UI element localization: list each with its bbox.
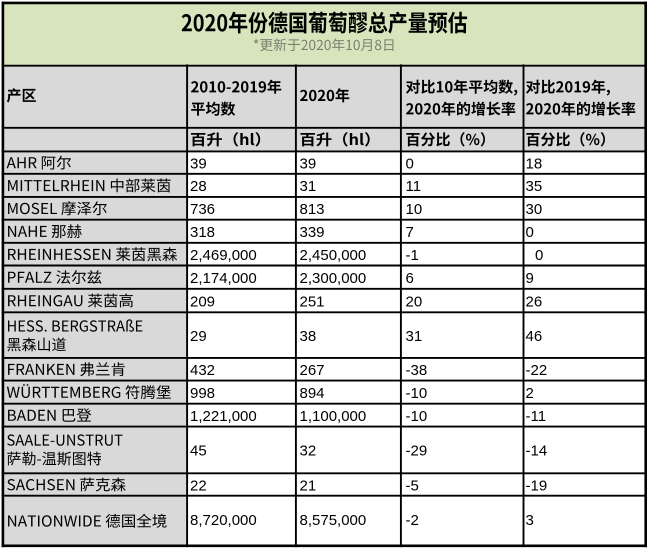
svg-text:209: 209 bbox=[190, 293, 215, 310]
svg-text:6: 6 bbox=[406, 270, 414, 287]
svg-text:-14: -14 bbox=[526, 443, 548, 460]
svg-text:28: 28 bbox=[190, 178, 207, 195]
svg-text:35: 35 bbox=[526, 178, 543, 195]
svg-text:-38: -38 bbox=[406, 362, 428, 379]
svg-text:-10: -10 bbox=[406, 408, 428, 425]
svg-text:0: 0 bbox=[535, 247, 543, 264]
svg-text:11: 11 bbox=[406, 178, 422, 195]
svg-text:1,221,000: 1,221,000 bbox=[190, 408, 257, 425]
svg-text:0: 0 bbox=[406, 155, 414, 172]
svg-text:251: 251 bbox=[300, 293, 325, 310]
svg-text:3: 3 bbox=[526, 512, 534, 529]
svg-text:18: 18 bbox=[526, 155, 543, 172]
svg-text:39: 39 bbox=[190, 155, 207, 172]
svg-text:2,174,000: 2,174,000 bbox=[190, 270, 257, 287]
svg-text:7: 7 bbox=[406, 224, 414, 241]
svg-text:-5: -5 bbox=[406, 477, 419, 494]
svg-text:31: 31 bbox=[300, 178, 317, 195]
svg-text:29: 29 bbox=[190, 328, 207, 345]
svg-text:20: 20 bbox=[406, 293, 423, 310]
svg-text:2: 2 bbox=[526, 385, 534, 402]
svg-text:2,469,000: 2,469,000 bbox=[190, 247, 257, 264]
svg-text:998: 998 bbox=[190, 385, 215, 402]
svg-text:32: 32 bbox=[300, 443, 317, 460]
svg-text:-1: -1 bbox=[406, 247, 419, 264]
svg-text:26: 26 bbox=[526, 293, 543, 310]
svg-text:39: 39 bbox=[300, 155, 317, 172]
svg-text:8,720,000: 8,720,000 bbox=[190, 512, 257, 529]
svg-text:736: 736 bbox=[190, 201, 215, 218]
svg-text:2,300,000: 2,300,000 bbox=[300, 270, 367, 287]
svg-text:813: 813 bbox=[300, 201, 325, 218]
svg-text:30: 30 bbox=[526, 201, 543, 218]
svg-text:1,100,000: 1,100,000 bbox=[300, 408, 367, 425]
svg-text:-22: -22 bbox=[526, 362, 548, 379]
svg-text:21: 21 bbox=[300, 477, 317, 494]
svg-text:318: 318 bbox=[190, 224, 215, 241]
svg-text:10: 10 bbox=[406, 201, 423, 218]
svg-text:31: 31 bbox=[406, 328, 423, 345]
svg-text:8,575,000: 8,575,000 bbox=[300, 512, 367, 529]
svg-text:-19: -19 bbox=[526, 477, 548, 494]
svg-text:45: 45 bbox=[190, 443, 207, 460]
svg-text:22: 22 bbox=[190, 477, 207, 494]
svg-text:339: 339 bbox=[300, 224, 325, 241]
svg-text:432: 432 bbox=[190, 362, 215, 379]
svg-text:-11: -11 bbox=[526, 408, 547, 425]
svg-text:267: 267 bbox=[300, 362, 325, 379]
svg-text:-10: -10 bbox=[406, 385, 428, 402]
svg-text:-2: -2 bbox=[406, 512, 419, 529]
svg-text:894: 894 bbox=[300, 385, 325, 402]
svg-text:46: 46 bbox=[526, 328, 543, 345]
svg-text:0: 0 bbox=[526, 224, 534, 241]
svg-text:9: 9 bbox=[526, 270, 534, 287]
svg-text:-29: -29 bbox=[406, 443, 428, 460]
svg-text:2,450,000: 2,450,000 bbox=[300, 247, 367, 264]
svg-text:38: 38 bbox=[300, 328, 317, 345]
